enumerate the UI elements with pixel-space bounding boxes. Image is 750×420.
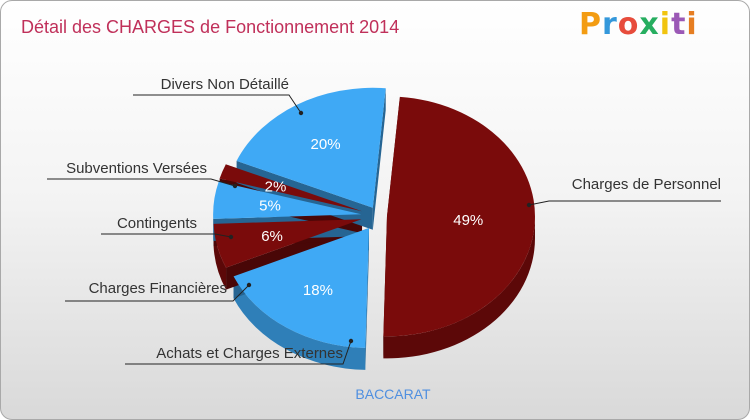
leader-dot-contingents [228, 234, 234, 240]
slice-wall-achats-et-charges-externes [365, 227, 369, 370]
leader-line-achats-et-charges-externes [125, 340, 352, 365]
leader-dot-subventions-vers-es [232, 183, 238, 189]
slice-side-charges-de-personnel [383, 216, 535, 359]
leader-line-contingents [101, 233, 232, 238]
slice-label-contingents: Contingents [117, 215, 197, 232]
logo-letter: r [602, 7, 618, 42]
logo-letter: x [639, 7, 660, 42]
slice-label-charges-de-personnel: Charges de Personnel [572, 176, 721, 193]
chart-subtitle: BACCARAT [355, 386, 431, 402]
slice-side-achats-et-charges-externes [233, 276, 366, 370]
slice-value-charges-financi-res: 6% [261, 228, 283, 245]
proxiti-logo[interactable]: Proxiti [579, 7, 698, 42]
slice-label-charges-financi-res: Charges Financières [89, 280, 227, 297]
slice-value-achats-et-charges-externes: 18% [303, 282, 333, 299]
slice-charges-de-personnel [383, 96, 535, 337]
logo-letter: i [659, 7, 672, 42]
slice-charges-financi-res [213, 219, 362, 268]
slice-value-divers-non-d-taill-: 20% [311, 136, 341, 153]
slice-side-charges-financi-res [213, 223, 227, 290]
slice-value-subventions-vers-es: 2% [265, 179, 287, 196]
logo-letter: t [671, 7, 687, 42]
slice-contingents [213, 181, 362, 219]
pie-tops [213, 87, 535, 348]
leader-dot-achats-et-charges-externes [348, 338, 354, 344]
logo-letter: o [617, 7, 640, 42]
leader-line-charges-financi-res [65, 284, 250, 302]
leader-line-divers-non-d-taill- [133, 94, 302, 114]
slice-label-divers-non-d-taill-: Divers Non Détaillé [161, 76, 289, 93]
slice-label-achats-et-charges-externes: Achats et Charges Externes [156, 345, 343, 362]
leader-line-charges-de-personnel [528, 200, 721, 206]
slice-value-charges-de-personnel: 49% [453, 212, 483, 229]
slice-divers-non-d-taill- [236, 87, 386, 208]
leader-dot-charges-de-personnel [526, 202, 532, 208]
slice-wall-divers-non-d-taill- [372, 88, 386, 230]
chart-title: Détail des CHARGES de Fonctionnement 201… [21, 17, 400, 37]
logo-letter: P [579, 7, 602, 42]
logo-letter: i [686, 7, 698, 42]
slice-subventions-vers-es [219, 164, 363, 212]
leader-dot-charges-financi-res [246, 282, 252, 288]
slice-achats-et-charges-externes [233, 227, 369, 348]
leader-line-subventions-vers-es [47, 178, 236, 187]
leader-dot-divers-non-d-taill- [298, 110, 304, 116]
slice-value-contingents: 5% [259, 197, 281, 214]
slice-label-subventions-vers-es: Subventions Versées [66, 160, 207, 177]
